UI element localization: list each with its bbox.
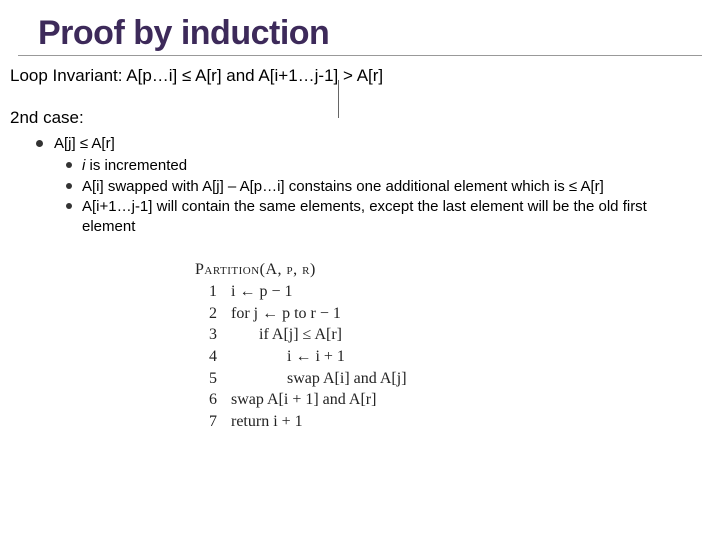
pseudocode-row: 2 for j ← p to r − 1 [195,303,525,325]
list-item-label: A[i] swapped with A[j] – A[p…i] constain… [82,178,604,195]
pseudocode-block: Partition(A, p, r) 1 i ← p − 1 2 for j ← p… [195,261,525,432]
pseudocode-row: 6 swap A[i + 1] and A[r] [195,389,525,411]
title-divider [18,55,702,56]
loop-invariant-text: Loop Invariant: A[p…i] ≤ A[r] and A[i+1…… [10,66,702,86]
pseudocode-row: 7 return i + 1 [195,411,525,433]
case-label: 2nd case: [10,108,702,128]
list-item-label: A[j] ≤ A[r] [54,135,115,152]
pseudocode-title: Partition(A, p, r) [195,261,525,279]
cursor-line [338,80,339,118]
page-title: Proof by induction [38,14,702,53]
line-number: 5 [195,368,217,390]
pseudocode-row: 5 swap A[i] and A[j] [195,368,525,390]
code-text: if A[j] ≤ A[r] [231,324,342,346]
list-item: i is incremented [66,156,702,176]
code-text: swap A[i + 1] and A[r] [231,389,376,411]
code-text: for j ← p to r − 1 [231,303,341,325]
line-number: 1 [195,281,217,303]
pseudocode-row: 3 if A[j] ≤ A[r] [195,324,525,346]
code-text: return i + 1 [231,411,303,433]
line-number: 4 [195,346,217,368]
line-number: 3 [195,324,217,346]
code-text: i ← p − 1 [231,281,292,303]
line-number: 6 [195,389,217,411]
code-text: swap A[i] and A[j] [231,368,407,390]
inner-list: i is incremented A[i] swapped with A[j] … [66,156,702,237]
pseudocode-row: 4 i ← i + 1 [195,346,525,368]
list-item-label: A[i+1…j-1] will contain the same element… [82,198,647,235]
list-item: A[i+1…j-1] will contain the same element… [66,197,702,238]
slide: Proof by induction Loop Invariant: A[p…i… [0,0,720,540]
code-text: i ← i + 1 [231,346,345,368]
list-item-label: is incremented [85,157,187,174]
pseudocode-row: 1 i ← p − 1 [195,281,525,303]
list-item: A[i] swapped with A[j] – A[p…i] constain… [66,177,702,197]
line-number: 7 [195,411,217,433]
outer-list: A[j] ≤ A[r] i is incremented A[i] swappe… [36,134,702,237]
list-item: A[j] ≤ A[r] i is incremented A[i] swappe… [36,134,702,237]
line-number: 2 [195,303,217,325]
